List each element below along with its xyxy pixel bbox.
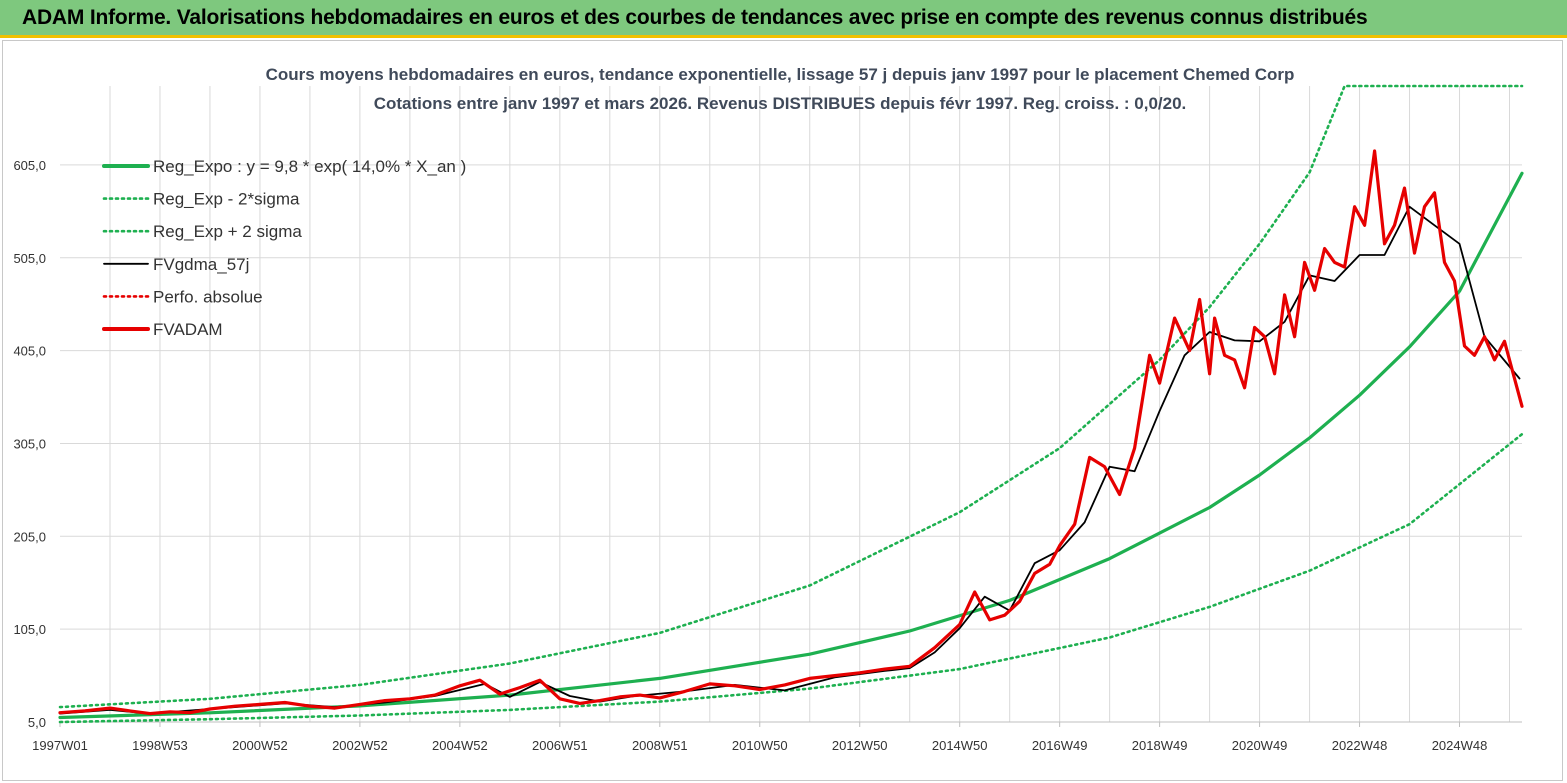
series-line-reg-expo-y-9-8-exp-14-0-x-an bbox=[58, 171, 1524, 720]
series-line-reg-exp-2-sigma bbox=[58, 432, 1524, 724]
grid bbox=[60, 86, 1522, 723]
x-tick-label: 2008W51 bbox=[632, 738, 688, 753]
x-tick-label: 2020W49 bbox=[1232, 738, 1288, 753]
y-tick-label: 505,0 bbox=[13, 251, 46, 266]
header-banner: ADAM Informe. Valorisations hebdomadaire… bbox=[0, 0, 1567, 38]
y-tick-label: 405,0 bbox=[13, 344, 46, 359]
legend-label: FVgdma_57j bbox=[153, 255, 249, 274]
x-tick-label: 2014W50 bbox=[932, 738, 988, 753]
legend: Reg_Expo : y = 9,8 * exp( 14,0% * X_an )… bbox=[102, 157, 466, 339]
x-tick-label: 2012W50 bbox=[832, 738, 888, 753]
x-tick-label: 2018W49 bbox=[1132, 738, 1188, 753]
chart-frame bbox=[2, 40, 1563, 781]
x-tick-label: 1998W53 bbox=[132, 738, 188, 753]
x-tick-label: 2024W48 bbox=[1432, 738, 1488, 753]
y-tick-label: 305,0 bbox=[13, 436, 46, 451]
x-tick-label: 2000W52 bbox=[232, 738, 288, 753]
x-tick-label: 1997W01 bbox=[32, 738, 88, 753]
chart-title: Cours moyens hebdomadaires en euros, ten… bbox=[266, 65, 1295, 84]
series-layer bbox=[58, 84, 1524, 724]
legend-label: Reg_Exp - 2*sigma bbox=[153, 190, 300, 209]
y-tick-label: 205,0 bbox=[13, 529, 46, 544]
legend-label: Reg_Exp + 2 sigma bbox=[153, 222, 302, 241]
series-line-reg-exp-2-sigma bbox=[58, 84, 1524, 709]
series-line-fvadam bbox=[58, 149, 1524, 716]
y-tick-label: 5,0 bbox=[28, 715, 46, 730]
x-tick-label: 2016W49 bbox=[1032, 738, 1088, 753]
x-tick-label: 2002W52 bbox=[332, 738, 388, 753]
y-tick-label: 605,0 bbox=[13, 158, 46, 173]
chart-subtitle: Cotations entre janv 1997 et mars 2026. … bbox=[374, 94, 1187, 113]
legend-label: Reg_Expo : y = 9,8 * exp( 14,0% * X_an ) bbox=[153, 157, 466, 176]
x-axis: 1997W01 1998W53 2000W52 2002W52 2004W52 2006W… bbox=[32, 722, 1487, 753]
banner-title: ADAM Informe. Valorisations hebdomadaire… bbox=[22, 6, 1368, 29]
y-axis: 5,0 105,0 205,0 305,0 405,0 505,0 605,0 bbox=[13, 158, 46, 730]
legend-label: Perfo. absolue bbox=[153, 287, 263, 306]
x-tick-label: 2022W48 bbox=[1332, 738, 1388, 753]
x-tick-label: 2004W52 bbox=[432, 738, 488, 753]
x-tick-label: 2010W50 bbox=[732, 738, 788, 753]
legend-label: FVADAM bbox=[153, 320, 223, 339]
x-tick-label: 2006W51 bbox=[532, 738, 588, 753]
y-tick-label: 105,0 bbox=[13, 622, 46, 637]
